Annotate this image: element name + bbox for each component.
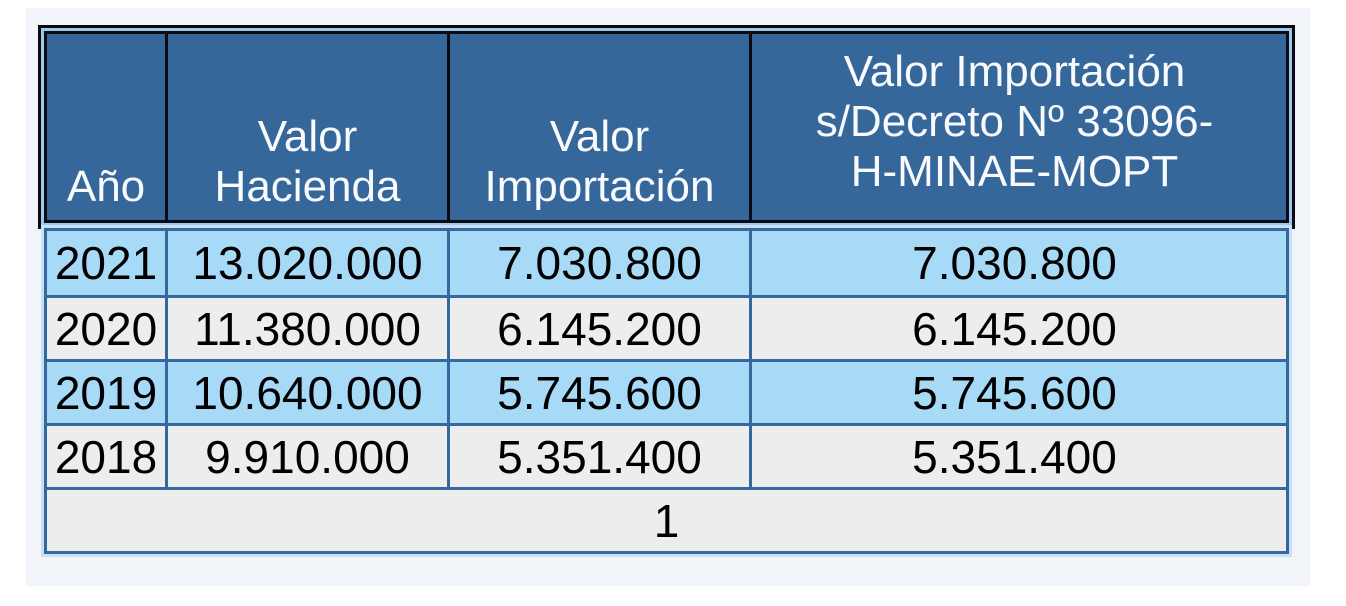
data-table: Año Valor Hacienda Valor Importación Val… [38, 25, 1295, 560]
footer-page-number: 1 [653, 494, 680, 547]
valor-importacion-decreto-cell: 7.030.800 [749, 231, 1277, 295]
header-label-year: Año [66, 161, 146, 211]
header-label-decreto-line3: H-MINAE-MOPT [850, 147, 1179, 197]
valor-importacion-cell: 5.351.400 [447, 426, 749, 487]
valor-importacion-decreto-cell: 5.745.600 [749, 362, 1277, 423]
valor-importacion-decreto-cell: 5.351.400 [749, 426, 1277, 487]
year-cell: 2020 [54, 302, 158, 355]
valor-hacienda-cell: 10.640.000 [165, 362, 447, 423]
year-cell: 2021 [54, 237, 158, 289]
table-row-2018: 2018 9.910.000 5.351.400 5.351.400 [47, 423, 1286, 487]
table-row-2021: 2021 13.020.000 7.030.800 7.030.800 [47, 231, 1286, 295]
valor-hacienda-cell: 13.020.000 [165, 231, 447, 295]
table-row-2020: 2020 11.380.000 6.145.200 6.145.200 [47, 295, 1286, 359]
content-panel: Año Valor Hacienda Valor Importación Val… [26, 8, 1310, 586]
header-cell-valor-hacienda: Valor Hacienda [165, 34, 447, 220]
header-cell-valor-importacion-decreto: Valor Importación s/Decreto Nº 33096- H-… [749, 34, 1277, 220]
table-body: 2021 13.020.000 7.030.800 7.030.800 2020… [44, 228, 1289, 554]
header-label-decreto-line1: Valor Importación [843, 46, 1186, 96]
table-header-row: Año Valor Hacienda Valor Importación Val… [44, 31, 1289, 223]
valor-importacion-cell: 5.745.600 [447, 362, 749, 423]
header-cell-year: Año [47, 34, 165, 220]
header-label-valor-importacion: Valor Importación [484, 111, 715, 211]
header-label-valor-hacienda: Valor Hacienda [214, 111, 401, 211]
table-footer-row: 1 [47, 487, 1286, 551]
year-cell: 2019 [54, 366, 158, 419]
header-cell-valor-importacion: Valor Importación [447, 34, 749, 220]
valor-hacienda-cell: 11.380.000 [165, 298, 447, 359]
valor-importacion-decreto-cell: 6.145.200 [749, 298, 1277, 359]
header-label-decreto-line2: s/Decreto Nº 33096- [815, 96, 1214, 146]
valor-importacion-cell: 6.145.200 [447, 298, 749, 359]
table-row-2019: 2019 10.640.000 5.745.600 5.745.600 [47, 359, 1286, 423]
valor-hacienda-cell: 9.910.000 [165, 426, 447, 487]
valor-importacion-cell: 7.030.800 [447, 231, 749, 295]
year-cell: 2018 [54, 430, 158, 483]
